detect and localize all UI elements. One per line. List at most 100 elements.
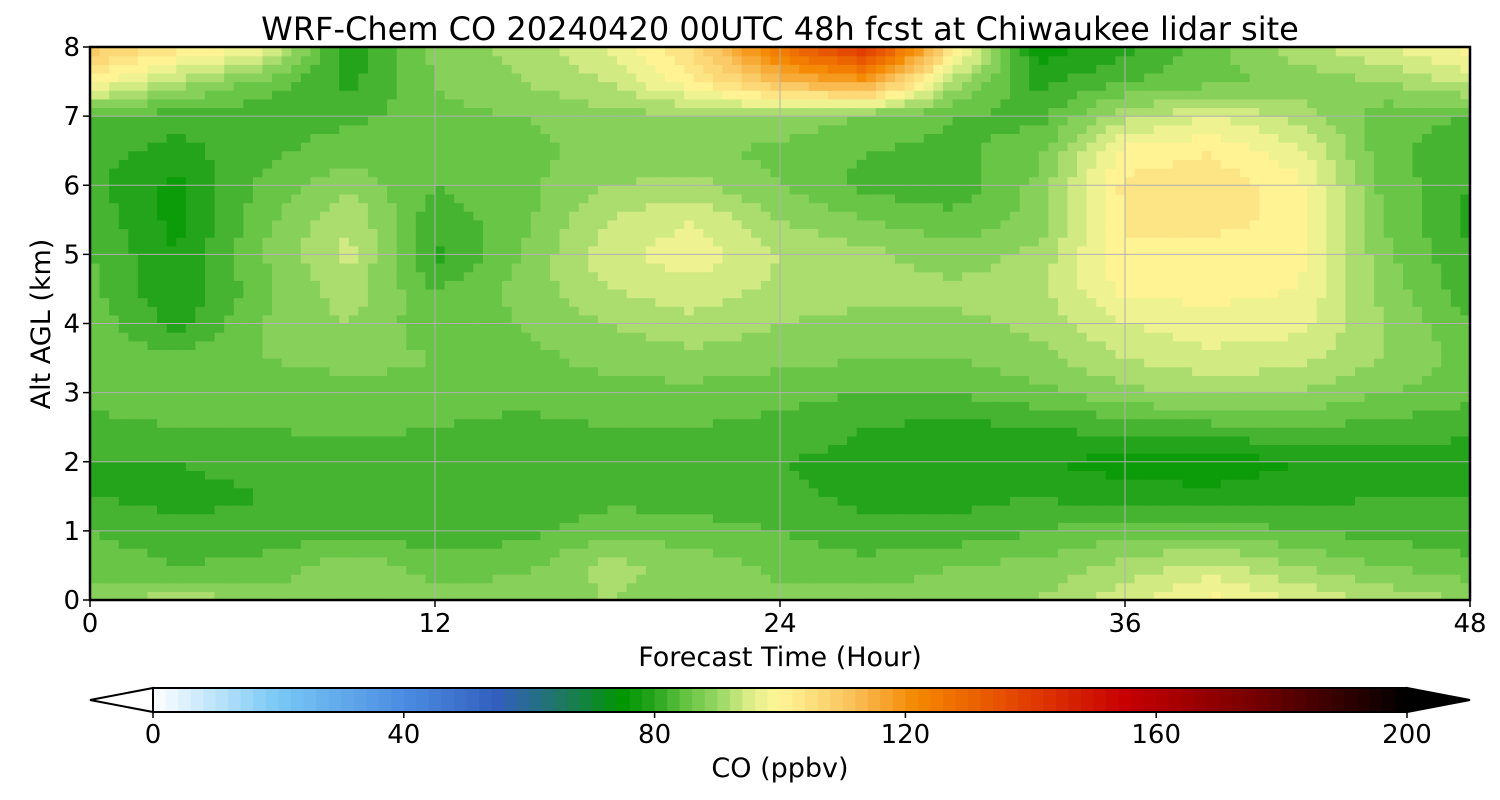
heatmap-cell xyxy=(99,409,110,420)
heatmap-cell xyxy=(837,427,848,437)
heatmap-cell xyxy=(1163,522,1174,532)
heatmap-cell xyxy=(118,582,129,592)
heatmap-cell xyxy=(866,496,877,506)
heatmap-cell xyxy=(540,418,551,428)
heatmap-cell xyxy=(588,418,599,428)
heatmap-cell xyxy=(818,556,829,567)
heatmap-cell xyxy=(339,366,350,376)
heatmap-cell xyxy=(933,522,944,532)
heatmap-cell xyxy=(923,323,934,333)
heatmap-cell xyxy=(1172,479,1184,489)
heatmap-cell xyxy=(1192,453,1203,463)
heatmap-cell xyxy=(482,306,494,316)
heatmap-cell xyxy=(444,323,455,333)
heatmap-cell xyxy=(895,591,906,600)
heatmap-cell xyxy=(1057,349,1069,359)
heatmap-cell xyxy=(377,392,388,402)
heatmap-cell xyxy=(99,461,110,471)
heatmap-cell xyxy=(1278,444,1289,454)
heatmap-cell xyxy=(617,470,628,480)
heatmap-cell xyxy=(1422,453,1433,463)
heatmap-cell xyxy=(1096,470,1107,480)
heatmap-cell xyxy=(990,513,1002,523)
heatmap-cell xyxy=(923,444,934,454)
heatmap-cell xyxy=(511,435,522,446)
heatmap-cell xyxy=(847,314,858,325)
heatmap-cell xyxy=(1000,548,1011,558)
heatmap-cell xyxy=(1086,366,1097,376)
heatmap-cell xyxy=(971,444,982,454)
heatmap-cell xyxy=(1268,323,1279,333)
heatmap-cell xyxy=(233,435,244,446)
heatmap-cell xyxy=(521,306,532,316)
heatmap-cell xyxy=(320,453,331,463)
heatmap-cell xyxy=(1412,392,1423,402)
heatmap-cell xyxy=(1412,435,1423,446)
heatmap-cell xyxy=(559,479,570,489)
heatmap-cell xyxy=(1201,487,1212,497)
heatmap-cell xyxy=(617,453,628,463)
heatmap-cell xyxy=(329,323,340,333)
heatmap-cell xyxy=(1240,504,1251,515)
heatmap-cell xyxy=(1125,565,1136,575)
heatmap-cell xyxy=(157,306,168,316)
heatmap-cell xyxy=(760,306,772,316)
heatmap-cell xyxy=(971,479,982,489)
heatmap-cell xyxy=(176,522,187,532)
heatmap-cell xyxy=(1287,427,1299,437)
heatmap-cell xyxy=(559,522,570,532)
heatmap-cell xyxy=(914,358,925,368)
heatmap-cell xyxy=(780,332,791,342)
heatmap-cell xyxy=(1220,358,1232,368)
heatmap-cell xyxy=(454,314,465,325)
heatmap-cell xyxy=(971,297,982,307)
heatmap-cell xyxy=(1460,504,1470,515)
heatmap-cell xyxy=(435,548,446,558)
heatmap-cell xyxy=(1144,306,1155,316)
heatmap-cell xyxy=(1134,340,1145,351)
heatmap-cell xyxy=(847,349,858,359)
heatmap-cell xyxy=(981,409,992,420)
heatmap-cell xyxy=(780,340,791,351)
heatmap-cell xyxy=(387,444,398,454)
heatmap-cell xyxy=(770,383,781,394)
heatmap-cell xyxy=(1412,522,1423,532)
heatmap-cell xyxy=(636,548,647,558)
heatmap-cell xyxy=(885,409,896,420)
heatmap-cell xyxy=(1201,332,1212,342)
heatmap-cell xyxy=(521,496,532,506)
heatmap-cell xyxy=(693,306,704,316)
heatmap-cell xyxy=(358,427,369,437)
heatmap-cell xyxy=(684,297,695,307)
heatmap-cell xyxy=(1163,548,1174,558)
heatmap-cell xyxy=(1326,513,1337,523)
heatmap-cell xyxy=(195,582,206,592)
heatmap-cell xyxy=(1393,461,1404,471)
heatmap-cell xyxy=(185,522,197,532)
heatmap-cell xyxy=(799,582,810,592)
heatmap-cell xyxy=(684,487,695,497)
heatmap-cell xyxy=(1067,427,1078,437)
heatmap-cell xyxy=(109,496,120,506)
heatmap-cell xyxy=(799,409,810,420)
heatmap-cell xyxy=(1422,487,1433,497)
heatmap-cell xyxy=(300,358,312,368)
heatmap-cell xyxy=(320,487,331,497)
heatmap-cell xyxy=(885,539,896,549)
heatmap-cell xyxy=(1201,435,1212,446)
heatmap-cell xyxy=(550,366,561,376)
heatmap-cell xyxy=(895,314,906,325)
heatmap-cell xyxy=(540,306,551,316)
heatmap-cell xyxy=(904,453,915,463)
heatmap-cell xyxy=(243,496,254,506)
heatmap-cell xyxy=(1105,375,1117,385)
heatmap-cell xyxy=(693,556,704,567)
heatmap-cell xyxy=(406,444,417,454)
heatmap-cell xyxy=(1460,530,1470,541)
heatmap-cell xyxy=(1431,314,1442,325)
heatmap-cell xyxy=(1077,444,1088,454)
heatmap-cell xyxy=(473,539,484,549)
heatmap-cell xyxy=(1172,591,1184,600)
heatmap-cell xyxy=(1192,461,1203,471)
heatmap-cell xyxy=(281,574,292,584)
